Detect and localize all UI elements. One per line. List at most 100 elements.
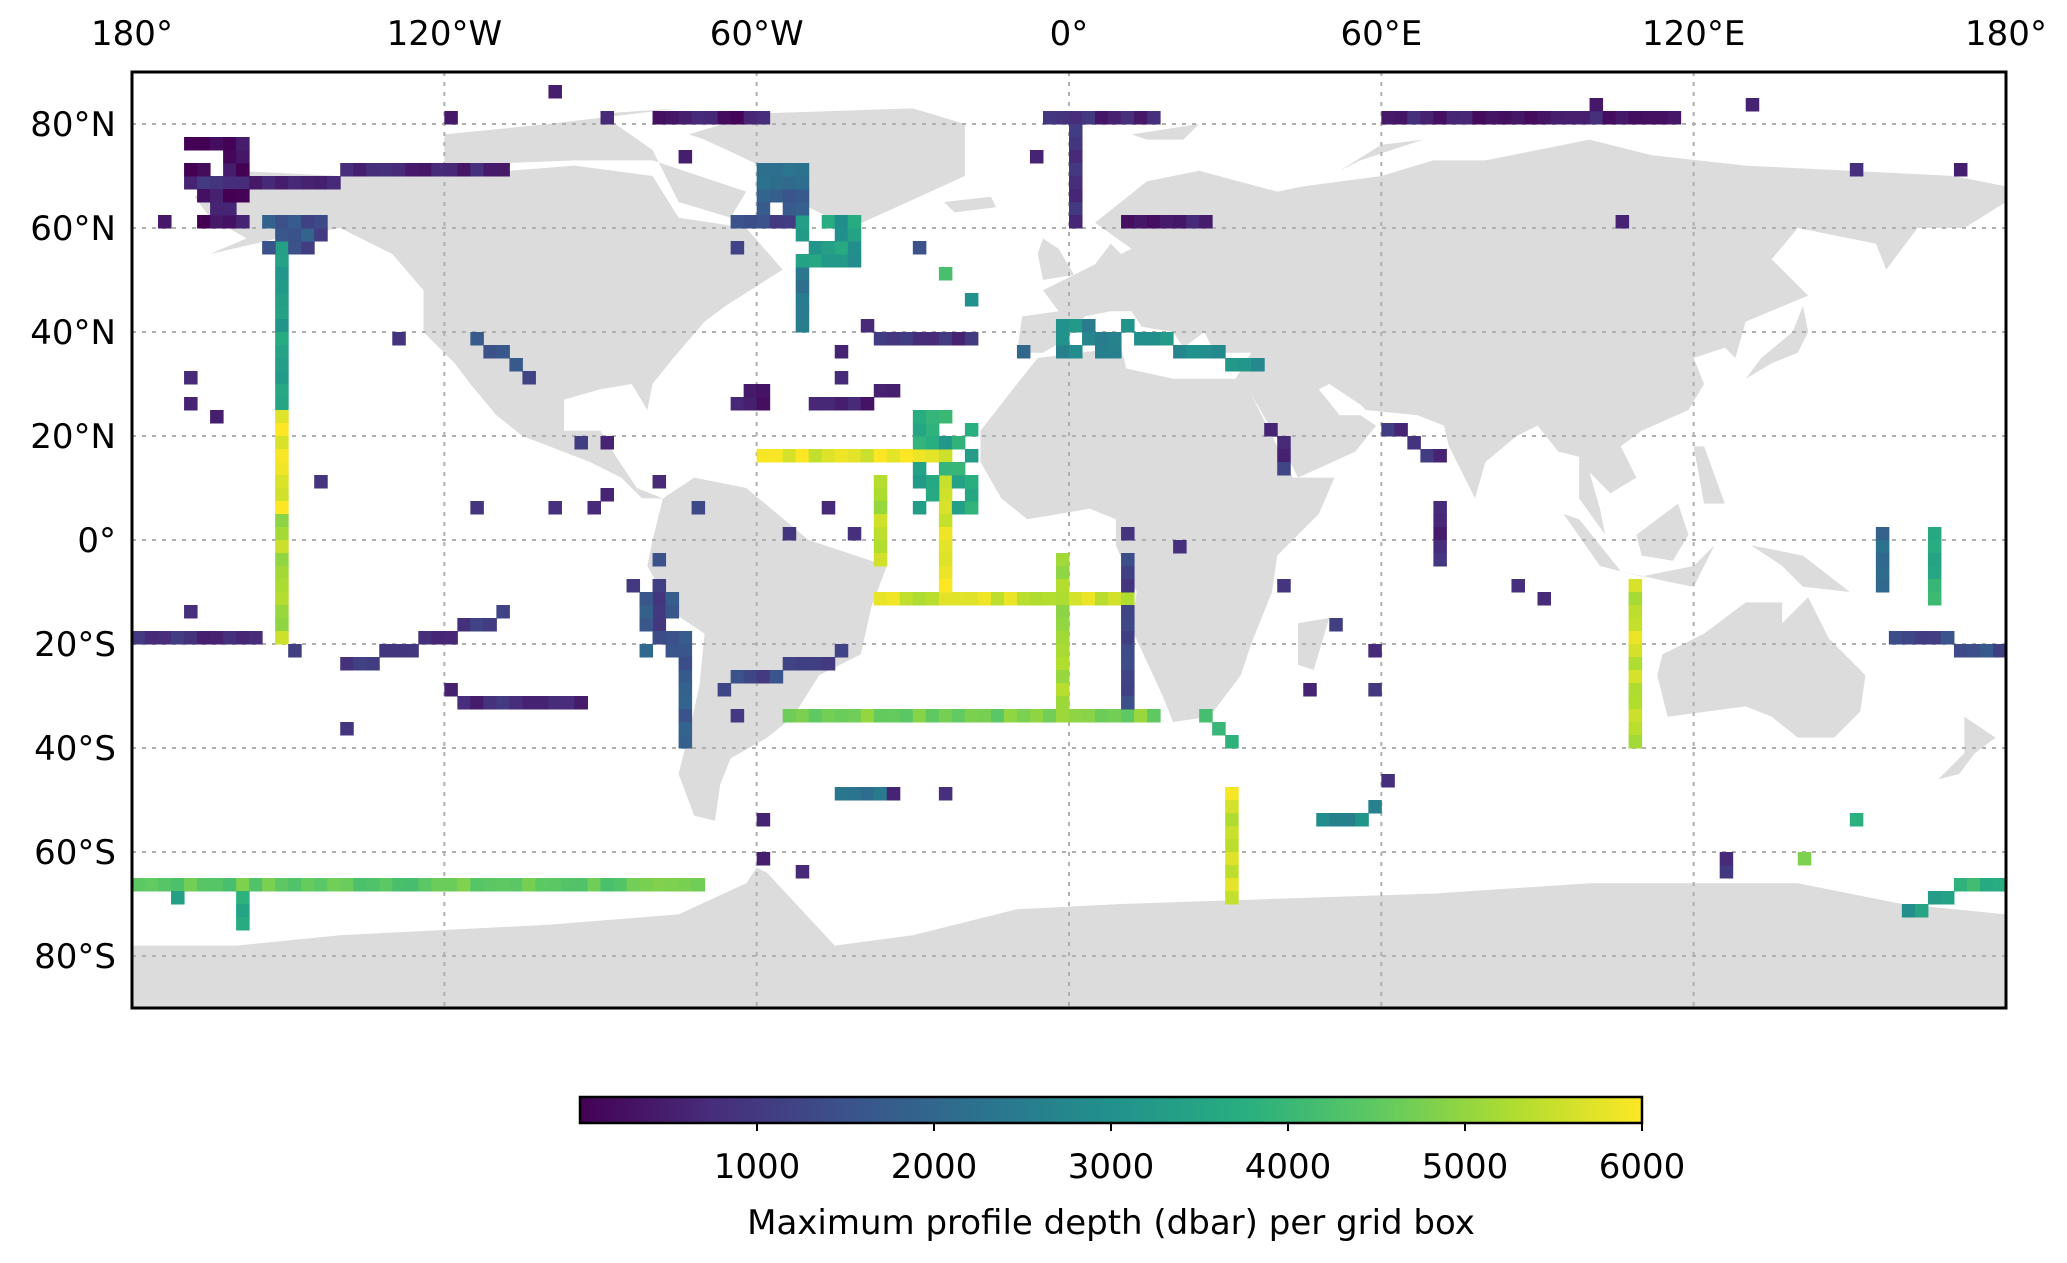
grid-box <box>964 293 979 307</box>
grid-box <box>1173 215 1187 229</box>
grid-box <box>938 787 953 801</box>
grid-box <box>236 150 250 164</box>
grid-box <box>1628 735 1643 749</box>
grid-box <box>1888 631 1903 645</box>
grid-box <box>652 878 667 892</box>
grid-box <box>808 657 823 671</box>
grid-box <box>249 631 263 645</box>
grid-box <box>275 358 289 372</box>
grid-box <box>1277 579 1291 593</box>
grid-box <box>275 878 289 892</box>
grid-box <box>1875 579 1890 593</box>
grid-box <box>1303 683 1317 697</box>
grid-box <box>1029 592 1044 606</box>
grid-box <box>639 592 654 606</box>
grid-box <box>132 878 146 892</box>
grid-box <box>925 436 940 450</box>
grid-box <box>1055 332 1070 346</box>
grid-box <box>1368 683 1382 697</box>
lon-tick-label: 180° <box>1965 14 2047 54</box>
grid-box <box>678 735 693 749</box>
grid-box <box>210 189 224 203</box>
grid-box <box>899 709 914 723</box>
grid-box <box>912 436 927 450</box>
grid-box <box>821 449 836 463</box>
grid-box <box>678 683 693 697</box>
grid-box <box>444 111 458 125</box>
grid-box <box>886 332 901 346</box>
grid-box <box>912 709 927 723</box>
grid-box <box>1225 891 1239 905</box>
grid-box <box>275 592 289 606</box>
grid-box <box>834 787 849 801</box>
grid-box <box>184 176 198 190</box>
grid-box <box>1628 111 1643 125</box>
grid-box <box>132 631 146 645</box>
grid-box <box>223 189 237 203</box>
grid-box <box>275 293 289 307</box>
grid-box <box>223 137 237 151</box>
grid-box <box>1277 436 1291 450</box>
grid-box <box>314 228 328 242</box>
grid-box <box>275 605 289 619</box>
land-antarctica <box>132 867 2006 1008</box>
lon-tick-label: 120°W <box>387 14 503 54</box>
grid-box <box>847 449 862 463</box>
grid-box <box>158 215 172 229</box>
grid-box <box>171 878 185 892</box>
grid-box <box>275 215 289 229</box>
grid-box <box>964 475 979 489</box>
grid-box <box>392 163 406 177</box>
grid-box <box>834 371 849 385</box>
grid-box <box>314 878 328 892</box>
grid-box <box>821 657 836 671</box>
grid-box <box>1225 852 1239 866</box>
grid-box <box>1121 579 1135 593</box>
grid-box <box>1537 592 1552 606</box>
grid-box <box>574 436 588 450</box>
grid-box <box>912 475 927 489</box>
grid-box <box>1186 215 1200 229</box>
grid-box <box>522 371 536 385</box>
grid-box <box>1628 722 1643 736</box>
grid-box <box>730 397 745 411</box>
grid-box <box>652 475 667 489</box>
grid-box <box>418 163 432 177</box>
grid-box <box>223 176 237 190</box>
grid-box <box>873 384 888 398</box>
grid-box <box>1966 644 1981 658</box>
grid-box <box>639 605 654 619</box>
grid-box <box>1225 839 1239 853</box>
grid-box <box>1095 111 1109 125</box>
grid-box <box>483 345 497 359</box>
grid-box <box>912 449 927 463</box>
land-svalbard <box>1131 124 1200 140</box>
grid-box <box>1069 150 1083 164</box>
grid-box <box>236 137 250 151</box>
grid-box <box>743 111 758 125</box>
grid-box <box>912 462 927 476</box>
grid-box <box>1199 709 1213 723</box>
grid-box <box>1160 332 1174 346</box>
grid-box <box>1394 111 1408 125</box>
grid-box <box>249 878 263 892</box>
grid-box <box>1147 215 1161 229</box>
grid-box <box>509 878 523 892</box>
grid-box <box>938 410 953 424</box>
grid-box <box>977 709 992 723</box>
grid-box <box>197 631 211 645</box>
grid-box <box>457 696 471 710</box>
land-south-america <box>647 477 887 821</box>
grid-box <box>275 553 289 567</box>
grid-box <box>1225 787 1239 801</box>
land-greenland <box>688 108 965 228</box>
grid-box <box>1147 111 1161 125</box>
grid-box <box>1628 618 1643 632</box>
grid-box <box>1055 345 1070 359</box>
grid-box <box>912 410 927 424</box>
grid-box <box>1134 709 1148 723</box>
grid-box <box>522 696 536 710</box>
grid-box <box>1602 111 1617 125</box>
grid-box <box>912 332 927 346</box>
grid-box <box>834 345 849 359</box>
